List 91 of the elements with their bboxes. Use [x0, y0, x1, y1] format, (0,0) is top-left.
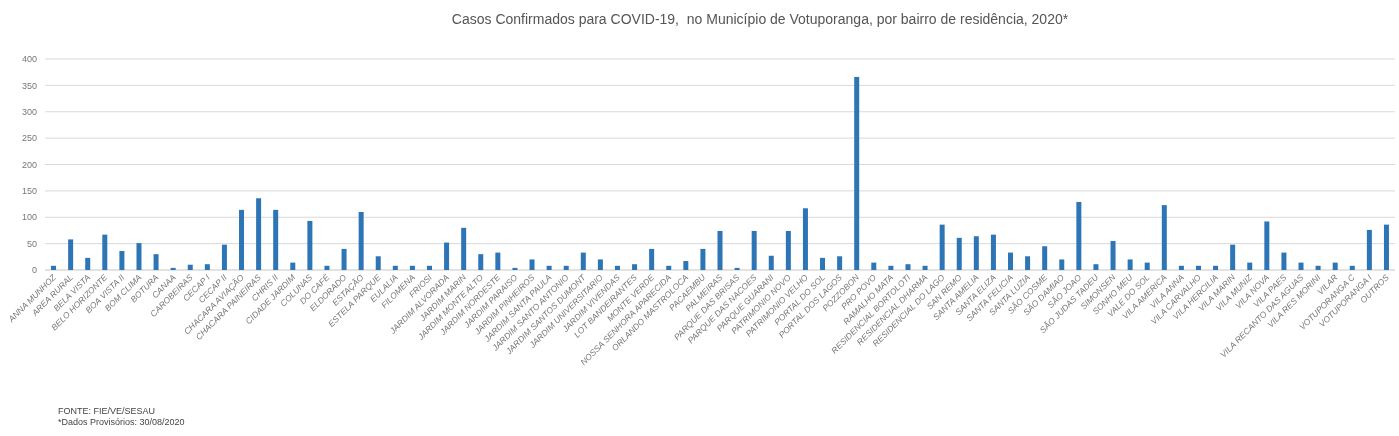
y-tick-label: 300: [21, 106, 37, 117]
bar: [512, 267, 518, 270]
bar: [683, 261, 689, 270]
bar: [1247, 262, 1253, 270]
bar: [136, 243, 142, 270]
bar: [939, 224, 945, 270]
bar: [1366, 229, 1372, 270]
bar: [221, 244, 227, 270]
bar: [273, 209, 279, 270]
bar: [837, 256, 843, 270]
bar: [239, 209, 245, 270]
y-tick-label: 350: [21, 80, 37, 91]
bar: [632, 264, 638, 270]
bar: [1230, 244, 1236, 270]
bar: [478, 254, 484, 270]
bar: [375, 256, 381, 270]
bar: [649, 248, 655, 270]
bar: [358, 211, 364, 270]
text: *Dados Provisórios: 30/08/2020: [58, 417, 185, 427]
bar: [495, 252, 501, 270]
bar: [68, 239, 74, 270]
bar: [1025, 256, 1031, 270]
bar: [905, 264, 911, 270]
bar: [1093, 264, 1099, 270]
bar: [444, 242, 450, 270]
y-tick-label: 100: [21, 212, 37, 223]
bar: [307, 220, 313, 270]
bar: [820, 257, 826, 270]
bar: [392, 265, 398, 270]
bar: [51, 265, 57, 270]
bar: [324, 265, 330, 270]
bar: [529, 259, 535, 270]
bar: [597, 259, 603, 270]
bar: [256, 198, 262, 270]
bar: [700, 248, 706, 270]
bar: [290, 262, 296, 270]
bar: [170, 267, 176, 270]
bar: [768, 255, 774, 270]
bar: [666, 265, 672, 270]
source-note: FONTE: FIE/VE/SESAU: [58, 406, 156, 416]
y-tick-label: 50: [26, 238, 37, 249]
y-tick-label: 200: [21, 159, 37, 170]
bar: [341, 248, 347, 270]
bar: [1178, 265, 1184, 270]
bar: [409, 265, 415, 270]
y-tick-label: 0: [31, 265, 37, 276]
bar: [1213, 265, 1219, 270]
bar: [1349, 265, 1355, 270]
bar: [563, 265, 569, 270]
bar: [119, 251, 125, 270]
bar: [717, 230, 723, 270]
bar: [751, 230, 757, 270]
bar: [1264, 221, 1270, 270]
bar: [990, 234, 996, 270]
bar: [85, 257, 91, 270]
bar: [153, 254, 159, 270]
bar: [580, 252, 586, 270]
bar: [1059, 259, 1065, 270]
bar: [614, 265, 620, 270]
bar: [785, 230, 791, 270]
bar: [1127, 259, 1133, 270]
bar: [1076, 201, 1082, 270]
bar: [854, 76, 860, 270]
y-tick-label: 400: [21, 54, 37, 65]
bar: [461, 227, 467, 270]
bar: [1042, 246, 1048, 270]
bar: [1144, 262, 1150, 270]
bar: [1315, 265, 1321, 270]
y-tick-label: 150: [21, 186, 37, 197]
bar: [734, 267, 740, 270]
bar: [187, 264, 193, 270]
bar: [1281, 252, 1287, 270]
bar: [1383, 224, 1389, 270]
bar: [1195, 265, 1201, 270]
bar: [204, 264, 210, 270]
bar: [1332, 262, 1338, 270]
bar: [888, 265, 894, 270]
y-tick-label: 250: [21, 133, 37, 144]
bar: [802, 208, 808, 270]
bar: [1008, 252, 1014, 270]
bar: [973, 236, 979, 270]
bar: [1110, 240, 1116, 270]
bar: [956, 237, 962, 270]
bar: [922, 265, 928, 270]
bar: [1298, 262, 1304, 270]
bar: [102, 234, 108, 270]
bar: [1161, 205, 1167, 270]
chart-title: Casos Confirmados para COVID-19, no Município de Votuporanga, por bairro de residência, 2020*: [451, 11, 1069, 27]
bar: [546, 265, 552, 270]
bar: [871, 262, 877, 270]
bar: [426, 265, 432, 270]
